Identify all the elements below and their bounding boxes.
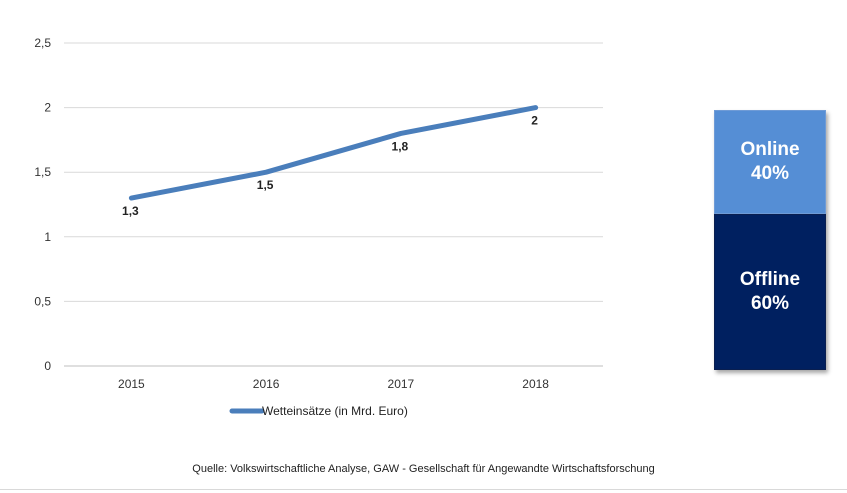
y-tick-label: 0 xyxy=(44,359,51,373)
bottom-divider xyxy=(0,489,847,490)
y-tick-label: 1 xyxy=(44,230,51,244)
share-stacked-bar: Online 40% Offline 60% xyxy=(714,110,826,370)
y-tick-label: 2 xyxy=(44,101,51,115)
x-tick-label: 2018 xyxy=(522,377,549,391)
data-label: 1,3 xyxy=(122,204,139,218)
source-note: Quelle: Volkswirtschaftliche Analyse, GA… xyxy=(192,463,655,475)
y-tick-label: 2,5 xyxy=(34,36,51,50)
series-line xyxy=(128,105,539,201)
x-tick-label: 2016 xyxy=(253,377,280,391)
offline-label: Offline xyxy=(739,269,801,291)
y-tick-label: 0,5 xyxy=(34,294,51,308)
online-label: Online xyxy=(740,139,800,161)
data-label: 2 xyxy=(531,114,538,128)
online-value: 40% xyxy=(750,163,790,185)
offline-segment: Offline 60% xyxy=(714,214,826,370)
x-tick-label: 2017 xyxy=(388,377,415,391)
legend-label: Wetteinsätze (in Mrd. Euro) xyxy=(262,404,408,418)
y-tick-label: 1,5 xyxy=(34,165,51,179)
online-segment: Online 40% xyxy=(714,110,826,215)
data-label: 1,8 xyxy=(392,139,409,153)
offline-value: 60% xyxy=(750,293,790,315)
data-label: 1,5 xyxy=(257,178,274,192)
x-tick-label: 2015 xyxy=(118,377,145,391)
